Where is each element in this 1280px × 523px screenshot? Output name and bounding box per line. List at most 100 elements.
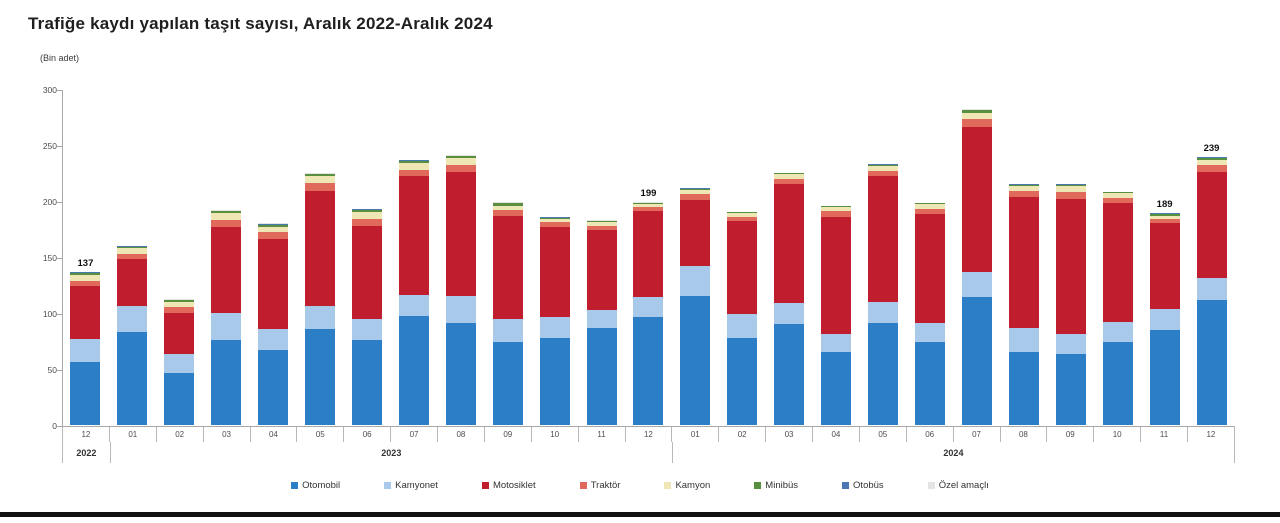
legend-item--zel-ama-l-: Özel amaçlı bbox=[927, 480, 989, 491]
bar-segment-otob-s bbox=[117, 246, 148, 247]
bar-segment-motosiklet bbox=[305, 190, 336, 307]
bar-segment-kamyonet bbox=[351, 318, 382, 340]
bar-segment-minib-s bbox=[1055, 184, 1086, 187]
bar-segment-motosiklet bbox=[1149, 223, 1180, 309]
x-axis-month-label: 09 bbox=[485, 427, 532, 442]
bar-segment-kamyon bbox=[164, 301, 195, 308]
bar-segment-kamyon bbox=[821, 206, 852, 212]
bar-segment-otob-s bbox=[1008, 184, 1039, 185]
bar-segment--zel-ama-l- bbox=[398, 159, 429, 161]
bar-segment-kamyon bbox=[774, 174, 805, 179]
stacked-bar bbox=[211, 210, 242, 425]
stacked-bar bbox=[1055, 184, 1086, 425]
x-axis-month-label: 07 bbox=[954, 427, 1001, 442]
bar-segment-kamyon bbox=[680, 189, 711, 195]
stacked-bar bbox=[727, 212, 758, 425]
x-axis-month-label: 02 bbox=[719, 427, 767, 442]
bar-segment-minib-s bbox=[398, 160, 429, 163]
bar-segment--zel-ama-l- bbox=[305, 173, 336, 174]
bar-segment-kamyon bbox=[915, 204, 945, 209]
bar-column-12: 199 bbox=[625, 90, 672, 426]
bar-segment-kamyonet bbox=[915, 323, 945, 343]
stacked-bar bbox=[961, 109, 992, 425]
bar-segment-otomobil bbox=[351, 339, 382, 425]
legend-item-motosiklet: Motosiklet bbox=[481, 480, 536, 491]
bar-column-02 bbox=[719, 90, 766, 426]
x-axis-month-label: 08 bbox=[1001, 427, 1048, 442]
bar-segment--zel-ama-l- bbox=[258, 223, 289, 225]
bar-segment-minib-s bbox=[305, 174, 336, 177]
bar-segment-kamyon bbox=[961, 112, 992, 120]
bar-segment-trakt-r bbox=[821, 211, 852, 217]
bar-segment-kamyon bbox=[586, 222, 617, 226]
stacked-bar bbox=[1196, 157, 1227, 425]
bar-segment-minib-s bbox=[492, 203, 523, 206]
y-axis-tick bbox=[57, 146, 62, 147]
bar-segment-kamyonet bbox=[305, 306, 336, 329]
legend-marker bbox=[384, 482, 392, 489]
bar-segment-otomobil bbox=[774, 324, 805, 425]
bar-segment-otomobil bbox=[868, 323, 899, 425]
legend-label: Otomobil bbox=[302, 480, 341, 491]
bar-segment--zel-ama-l- bbox=[961, 109, 992, 110]
bar-segment-motosiklet bbox=[1102, 203, 1133, 322]
bar-segment-trakt-r bbox=[492, 209, 523, 216]
bar-segment-minib-s bbox=[445, 156, 476, 159]
bar-segment-otomobil bbox=[398, 316, 429, 425]
chart-title: Trafiğe kaydı yapılan taşıt sayısı, Aral… bbox=[28, 14, 493, 33]
bar-segment-otomobil bbox=[164, 373, 195, 425]
bar-segment-otob-s bbox=[961, 109, 992, 111]
bar-segment-motosiklet bbox=[445, 171, 476, 297]
bar-segment-otomobil bbox=[586, 327, 617, 425]
stacked-bar bbox=[1008, 184, 1039, 425]
x-axis-month-label: 07 bbox=[391, 427, 438, 442]
bar-column-04 bbox=[250, 90, 297, 426]
bar-segment-kamyonet bbox=[70, 338, 101, 363]
legend-item-trakt-r: Traktör bbox=[579, 480, 621, 491]
bar-segment-minib-s bbox=[727, 212, 758, 214]
bar-column-08 bbox=[437, 90, 484, 426]
bar-segment--zel-ama-l- bbox=[117, 245, 148, 247]
bar-segment-motosiklet bbox=[211, 226, 242, 314]
bar-segment-minib-s bbox=[1149, 213, 1180, 216]
bar-segment-motosiklet bbox=[727, 221, 758, 315]
bar-segment-trakt-r bbox=[398, 169, 429, 177]
bar-segment-kamyonet bbox=[211, 313, 242, 340]
bar-segment-minib-s bbox=[351, 210, 382, 213]
legend-marker bbox=[842, 482, 850, 489]
bar-segment-otob-s bbox=[680, 188, 711, 189]
legend-marker bbox=[927, 482, 935, 489]
bar-segment-motosiklet bbox=[821, 216, 852, 335]
unit-label: (Bin adet) bbox=[40, 53, 80, 63]
bar-segment-otob-s bbox=[164, 299, 195, 301]
legend-marker bbox=[664, 482, 672, 489]
bar-column-12: 239 bbox=[1188, 90, 1235, 426]
bar-segment-kamyon bbox=[492, 205, 523, 210]
stacked-bar bbox=[351, 208, 382, 425]
bar-segment-otomobil bbox=[445, 323, 476, 425]
bar-column-05 bbox=[860, 90, 907, 426]
bar-segment-motosiklet bbox=[1055, 198, 1086, 335]
x-axis-month-label: 10 bbox=[1094, 427, 1142, 442]
bar-segment-kamyon bbox=[351, 212, 382, 219]
bar-column-06 bbox=[907, 90, 954, 426]
bar-segment-minib-s bbox=[211, 211, 242, 214]
legend-label: Traktör bbox=[590, 480, 621, 491]
bar-segment-motosiklet bbox=[70, 286, 101, 339]
bar-segment-trakt-r bbox=[961, 119, 992, 128]
y-axis-tick-label: 0 bbox=[52, 421, 57, 431]
bar-segment-motosiklet bbox=[868, 176, 899, 302]
bar-segment-motosiklet bbox=[915, 214, 945, 324]
bar-segment-otob-s bbox=[586, 220, 617, 222]
bar-segment-kamyonet bbox=[633, 297, 664, 318]
bar-segment-kamyon bbox=[633, 204, 664, 207]
x-axis-month-label: 02 bbox=[157, 427, 204, 442]
bar-column-11 bbox=[578, 90, 625, 426]
stacked-bar bbox=[633, 202, 664, 425]
legend-marker bbox=[481, 482, 489, 489]
bar-segment-otomobil bbox=[1149, 329, 1180, 425]
bar-segment-motosiklet bbox=[539, 226, 570, 318]
bar-segment-kamyonet bbox=[961, 271, 992, 298]
bar-segment-trakt-r bbox=[1008, 190, 1039, 197]
stacked-bar bbox=[1149, 213, 1180, 425]
